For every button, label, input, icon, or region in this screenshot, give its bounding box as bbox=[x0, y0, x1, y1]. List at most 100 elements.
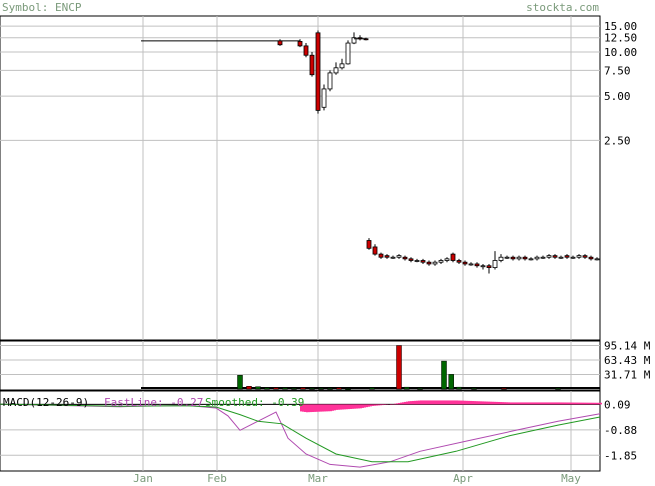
macd-hist-bar bbox=[370, 404, 372, 407]
macd-hist-bar bbox=[500, 402, 502, 405]
macd-hist-bar bbox=[332, 404, 334, 411]
candle bbox=[303, 45, 309, 56]
macd-hist-bar bbox=[560, 402, 562, 405]
candle bbox=[540, 256, 546, 259]
macd-hist-bar bbox=[398, 402, 400, 405]
candle bbox=[402, 256, 408, 260]
macd-axis-labels: 0.09 -0.88 -1.85 bbox=[604, 398, 637, 462]
macd-hist-bar bbox=[338, 404, 340, 410]
macd-hist-bar bbox=[584, 402, 586, 405]
macd-hist-bar bbox=[594, 402, 596, 405]
macd-hist-bar bbox=[588, 402, 590, 405]
macd-hist-bar bbox=[336, 404, 338, 410]
candle bbox=[492, 260, 498, 268]
symbol-label: Symbol: ENCP bbox=[2, 1, 82, 14]
macd-hist-bar bbox=[378, 404, 380, 406]
volume-bar bbox=[309, 387, 315, 390]
smoothed-label: Smoothed: -0.39 bbox=[205, 396, 304, 409]
macd-lines bbox=[0, 403, 601, 468]
macd-hist-bar bbox=[516, 402, 518, 405]
macd-hist-bar bbox=[434, 400, 436, 405]
x-tick-label: Jan bbox=[133, 472, 153, 485]
candle bbox=[564, 255, 570, 258]
volume-bar bbox=[471, 387, 477, 390]
macd-hist-bar bbox=[306, 404, 308, 413]
macd-hist-bar bbox=[504, 402, 506, 405]
volume-bar bbox=[448, 374, 454, 390]
macd-hist-bar bbox=[492, 401, 494, 405]
macd-hist-bar bbox=[466, 400, 468, 405]
macd-hist-bar bbox=[426, 400, 428, 405]
candle bbox=[486, 265, 492, 268]
macd-hist-bar bbox=[576, 402, 578, 405]
macd-hist-bar bbox=[464, 400, 466, 405]
macd-hist-bar bbox=[372, 404, 374, 406]
macd-hist-bar bbox=[526, 402, 528, 405]
volume-bar bbox=[404, 386, 410, 390]
macd-hist-bar bbox=[554, 402, 556, 405]
macd-hist-bar bbox=[480, 401, 482, 405]
macd-hist-bar bbox=[494, 401, 496, 405]
macd-hist-bar bbox=[468, 400, 470, 405]
macd-hist-bar bbox=[440, 400, 442, 405]
macd-hist-bar bbox=[528, 402, 530, 405]
macd-tick-label: 0.09 bbox=[604, 398, 631, 411]
macd-hist-bar bbox=[446, 400, 448, 405]
macd-hist-bar bbox=[530, 402, 532, 405]
macd-hist-bar bbox=[376, 404, 378, 406]
macd-hist-bar bbox=[428, 400, 430, 405]
price-tick-label: 10.00 bbox=[604, 46, 637, 59]
candle bbox=[534, 256, 540, 260]
candle bbox=[315, 32, 321, 111]
price-frame bbox=[0, 15, 601, 341]
volume-bar bbox=[501, 387, 507, 390]
macd-hist-bar bbox=[522, 402, 524, 405]
macd-hist-bar bbox=[524, 402, 526, 405]
volume-bar bbox=[318, 387, 324, 390]
macd-hist-bar bbox=[342, 404, 344, 410]
macd-hist-bar bbox=[462, 400, 464, 405]
candle bbox=[408, 258, 414, 261]
volume-bar bbox=[300, 387, 306, 390]
macd-hist-bar bbox=[532, 402, 534, 405]
candle bbox=[570, 256, 576, 259]
macd-hist-bar bbox=[330, 404, 332, 412]
x-tick-label: Feb bbox=[207, 472, 227, 485]
macd-hist-bar bbox=[380, 404, 382, 406]
macd-hist-bar bbox=[552, 402, 554, 405]
macd-hist-bar bbox=[360, 404, 362, 409]
macd-hist-bar bbox=[488, 401, 490, 405]
macd-hist-bar bbox=[350, 404, 352, 409]
macd-hist-bar bbox=[442, 400, 444, 405]
macd-hist-bar bbox=[324, 404, 326, 412]
macd-hist-bar bbox=[438, 400, 440, 405]
volume-tick-label: 63.43 M bbox=[604, 354, 651, 367]
candle bbox=[528, 258, 534, 261]
macd-hist-bar bbox=[600, 402, 602, 405]
candle bbox=[378, 253, 384, 258]
volume-bar bbox=[246, 386, 252, 390]
macd-hist-bar bbox=[568, 402, 570, 405]
candle bbox=[546, 255, 552, 258]
macd-hist-bar bbox=[358, 404, 360, 409]
price-tick-label: 7.50 bbox=[604, 64, 631, 77]
macd-hist-bar bbox=[316, 404, 318, 412]
macd-hist-bar bbox=[384, 404, 386, 405]
macd-hist-bar bbox=[566, 402, 568, 405]
volume-bar bbox=[441, 360, 447, 390]
macd-hist-bar bbox=[538, 402, 540, 405]
macd-hist-bar bbox=[460, 400, 462, 405]
candle bbox=[504, 256, 510, 259]
candle bbox=[390, 256, 396, 259]
candle bbox=[462, 261, 468, 265]
candle bbox=[384, 255, 390, 258]
macd-hist-bar bbox=[354, 404, 356, 409]
macd-hist-bar bbox=[334, 404, 336, 411]
volume-bar bbox=[273, 387, 279, 390]
candle bbox=[576, 255, 582, 258]
candle bbox=[468, 263, 474, 266]
macd-hist-bar bbox=[326, 404, 328, 412]
volume-bar bbox=[291, 387, 297, 390]
volume-bar bbox=[345, 388, 351, 390]
